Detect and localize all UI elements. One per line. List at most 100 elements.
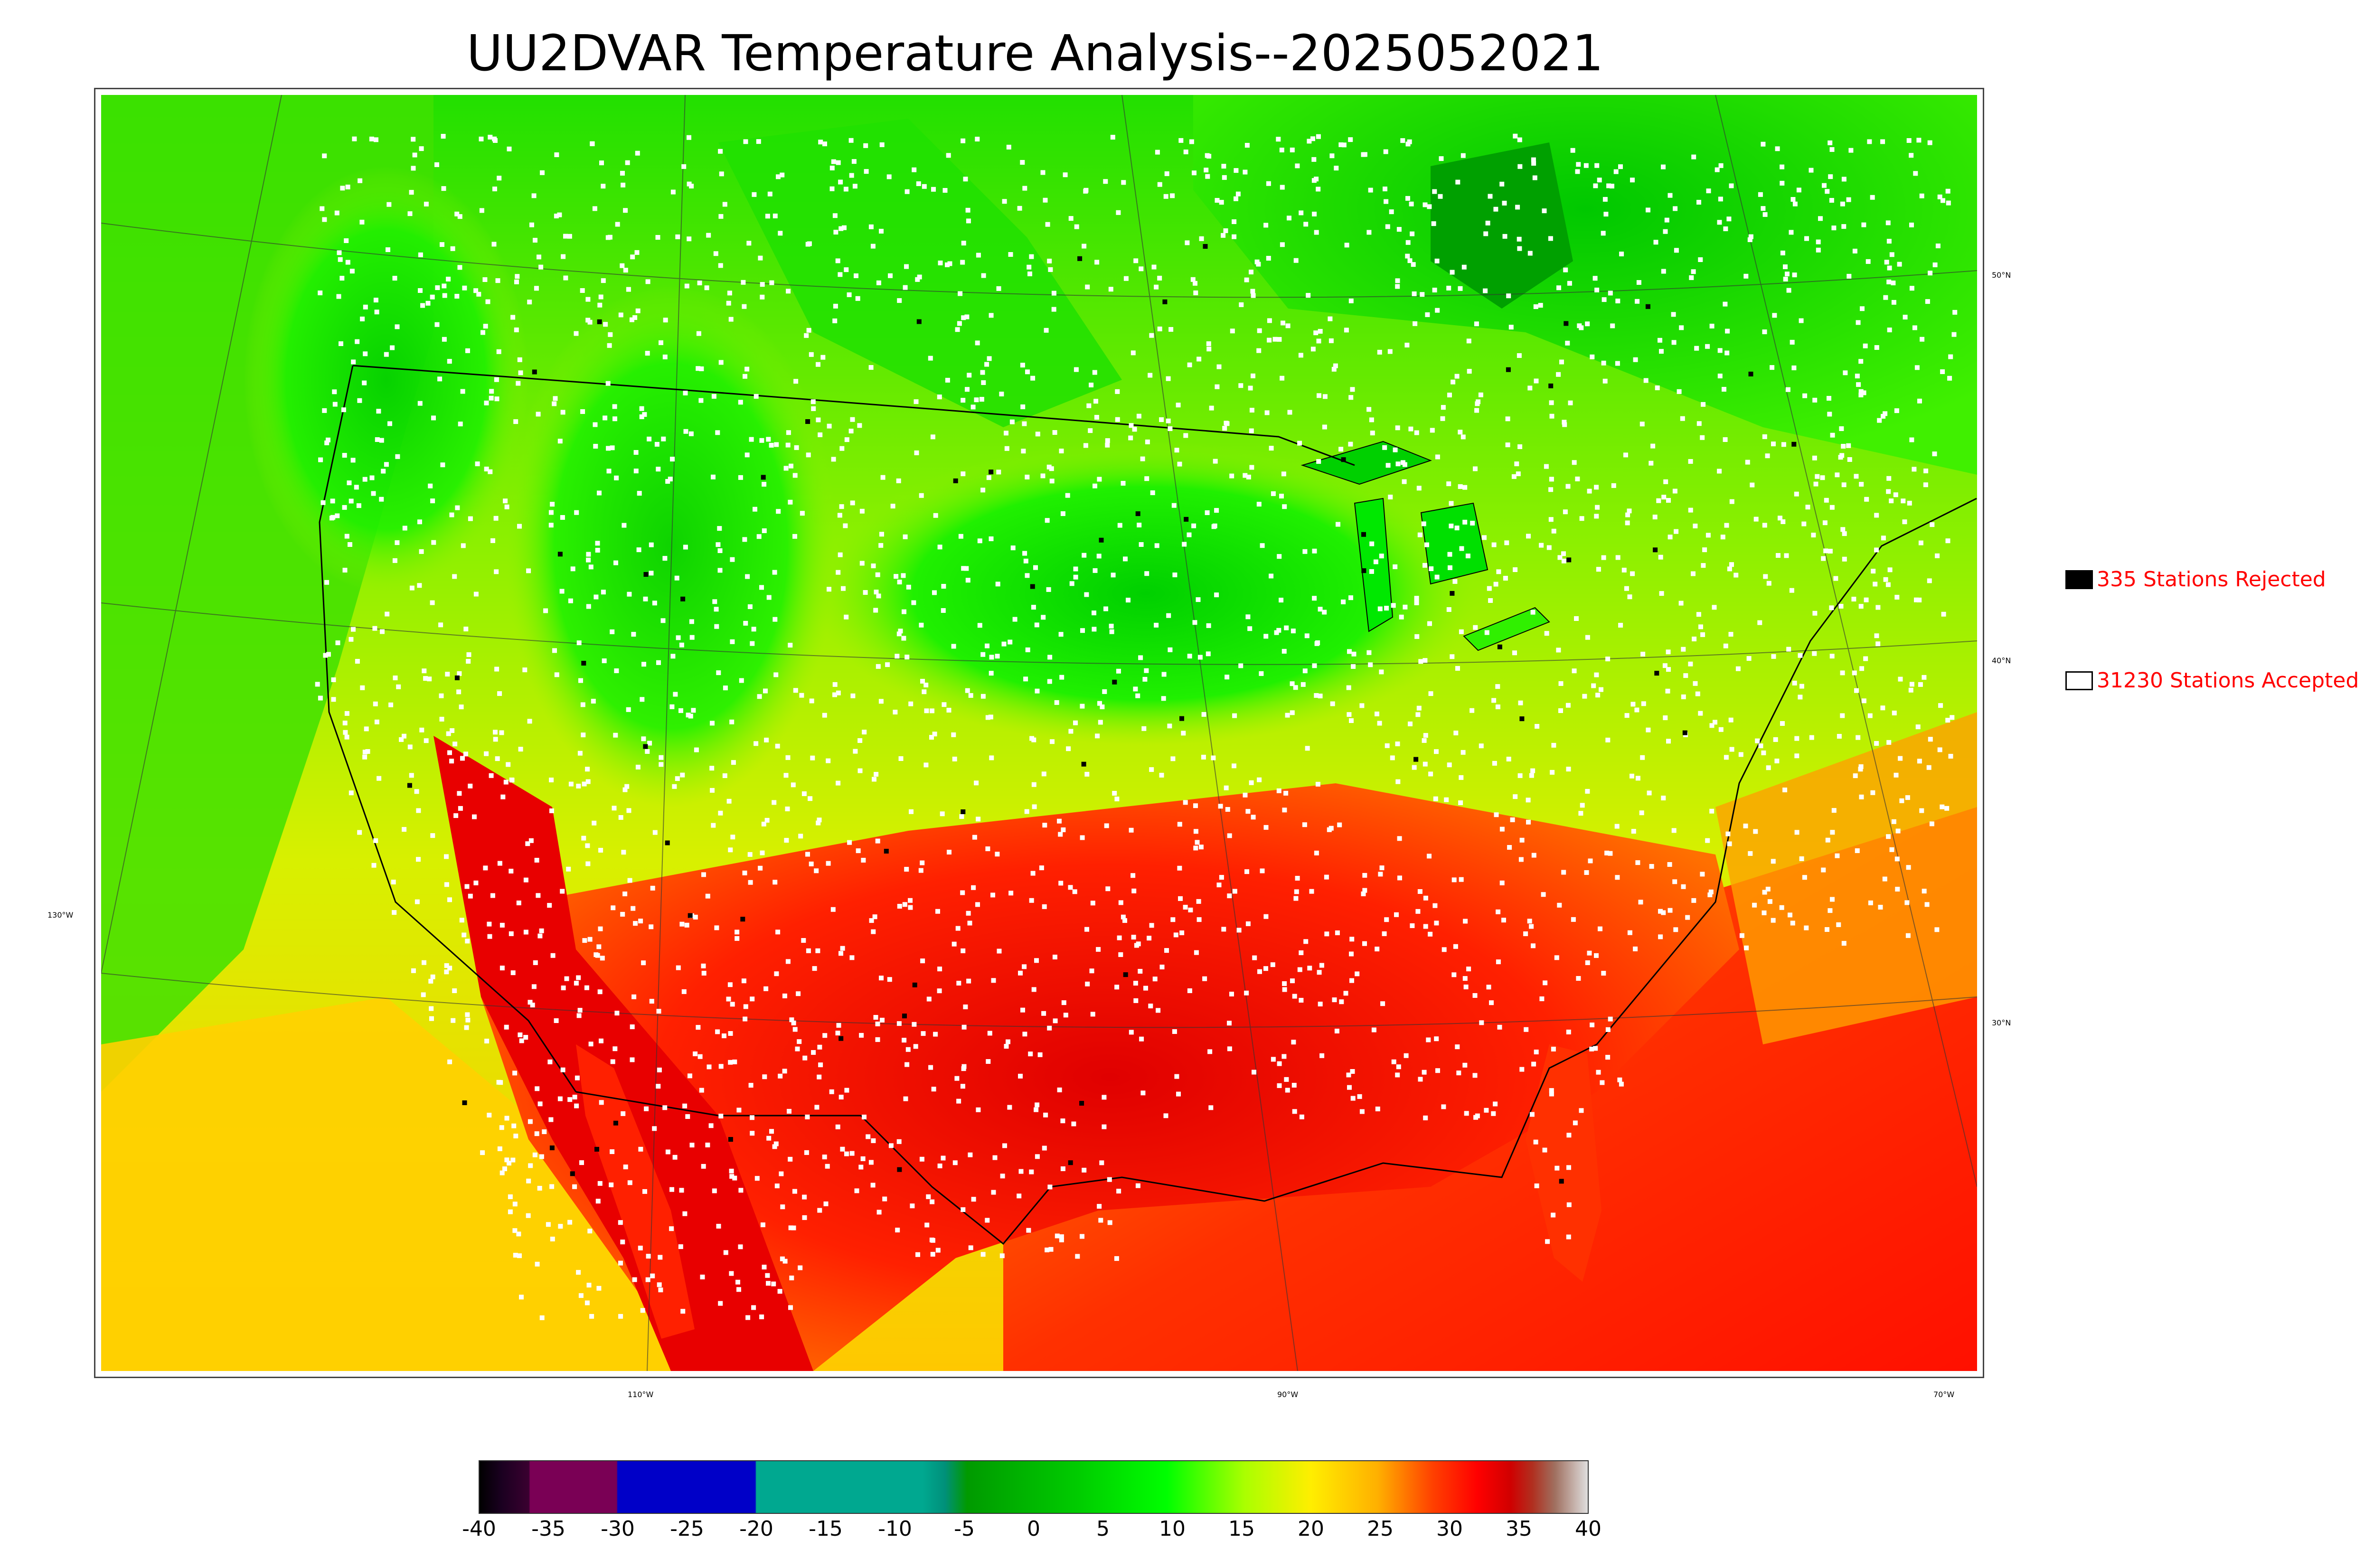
station-marker-accepted [1245,809,1251,814]
station-marker-accepted [1385,743,1390,748]
station-marker-accepted [1108,287,1113,292]
station-marker-accepted [1662,663,1667,668]
station-marker-accepted [1045,518,1050,523]
station-marker-accepted [508,1209,513,1214]
station-marker-accepted [992,1155,998,1160]
station-marker-accepted [1932,262,1938,267]
station-marker-accepted [1790,339,1795,345]
station-marker-accepted [682,1103,688,1108]
station-marker-accepted [1009,419,1015,424]
station-marker-accepted [773,672,779,677]
station-marker-accepted [896,1021,902,1026]
station-marker-accepted [1594,953,1599,958]
station-marker-accepted [798,834,803,839]
station-marker-accepted [792,1027,798,1032]
station-marker-accepted [465,348,470,353]
station-marker-accepted [507,1161,511,1166]
station-marker-accepted [631,632,636,637]
station-marker-accepted [516,901,521,905]
station-marker-accepted [1004,431,1008,436]
station-marker-accepted [377,776,382,781]
station-marker-accepted [603,322,608,327]
station-marker-accepted [876,1210,882,1215]
station-marker-accepted [765,214,770,219]
station-marker-accepted [1238,383,1244,388]
station-marker-accepted [458,806,463,811]
station-marker-accepted [1311,157,1317,162]
station-marker-accepted [1346,685,1351,690]
station-marker-accepted [1462,485,1468,490]
station-marker-accepted [1074,224,1079,229]
station-marker-accepted [641,960,646,966]
station-marker-accepted [460,756,465,761]
station-marker-accepted [1421,521,1426,526]
station-marker-accepted [1179,930,1185,935]
station-marker-accepted [1068,216,1074,221]
station-marker-accepted [689,635,695,640]
station-marker-accepted [1260,543,1265,548]
station-marker-accepted [1122,918,1127,923]
station-marker-accepted [1395,284,1400,289]
station-marker-accepted [1048,267,1053,272]
station-marker-accepted [1835,853,1840,858]
station-marker-accepted [901,573,906,578]
station-marker-accepted [689,1143,695,1148]
station-marker-accepted [1526,798,1531,803]
station-marker-accepted [1348,395,1354,400]
station-marker-accepted [1207,1049,1213,1054]
station-marker-accepted [785,807,790,811]
station-marker-accepted [989,671,994,676]
station-marker-accepted [1428,691,1433,696]
station-marker-accepted [1513,567,1518,572]
station-marker-accepted [1426,1037,1431,1042]
station-marker-accepted [1163,1113,1168,1118]
station-marker-accepted [1693,524,1698,528]
station-marker-accepted [1206,623,1211,628]
station-marker-accepted [1938,703,1943,708]
station-marker-accepted [472,814,477,819]
station-marker-accepted [1377,349,1382,355]
station-marker-accepted [980,652,986,657]
station-marker-accepted [1948,754,1953,759]
station-marker-accepted [1891,819,1896,824]
station-marker-accepted [473,592,479,597]
station-marker-accepted [620,1239,625,1245]
station-marker-accepted [797,1039,802,1044]
station-marker-accepted [1491,698,1497,703]
station-marker-accepted [641,736,646,742]
station-marker-accepted [1927,140,1932,145]
station-marker-accepted [1257,328,1262,333]
temperature-map[interactable] [94,88,1984,1378]
station-marker-accepted [713,251,718,256]
station-marker-accepted [450,246,455,251]
station-marker-accepted [1244,143,1250,148]
station-marker-accepted [463,627,469,631]
station-marker-accepted [1328,316,1333,321]
station-marker-accepted [1698,711,1703,716]
station-marker-accepted [1115,417,1120,422]
station-marker-accepted [644,1106,649,1111]
station-marker-accepted [1447,762,1452,768]
station-marker-accepted [429,1016,434,1021]
station-marker-accepted [409,773,414,778]
station-marker-accepted [829,186,835,191]
station-marker-accepted [1835,472,1840,478]
station-marker-accepted [429,1006,434,1011]
station-marker-accepted [1369,541,1375,546]
station-marker-accepted [835,258,840,263]
station-marker-accepted [771,1281,776,1286]
station-marker-accepted [1118,900,1123,905]
station-marker-accepted [1634,707,1639,713]
station-marker-accepted [1667,862,1672,867]
station-marker-accepted [1812,397,1818,403]
station-marker-accepted [457,214,462,219]
station-marker-accepted [976,817,981,822]
station-marker-accepted [1449,501,1454,506]
station-marker-accepted [1506,293,1511,299]
station-marker-accepted [1511,474,1517,479]
station-marker-accepted [1579,1108,1584,1113]
station-marker-accepted [499,966,505,971]
station-marker-accepted [1610,184,1614,188]
station-marker-accepted [752,192,757,197]
station-marker-rejected [1548,383,1554,388]
